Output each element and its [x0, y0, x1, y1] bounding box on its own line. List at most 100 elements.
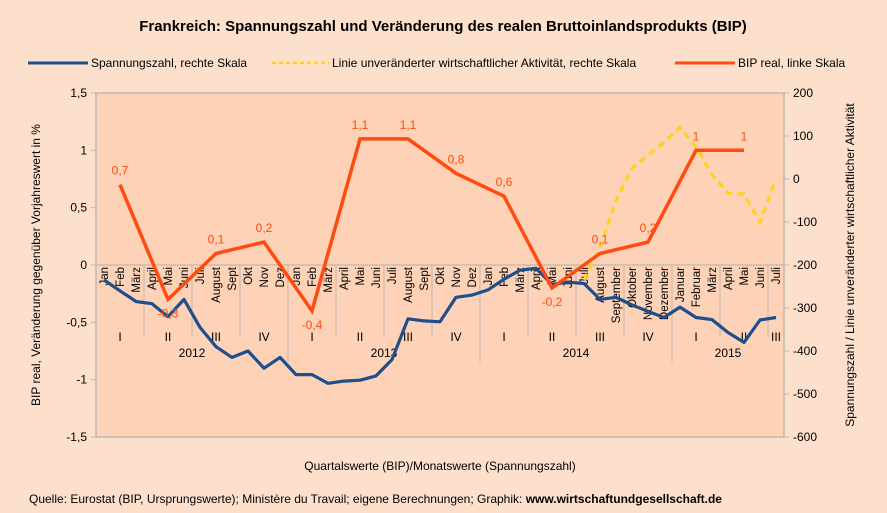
data-label-bip: 0,2: [256, 221, 273, 235]
source-note: Quelle: Eurostat (BIP, Ursprungswerte); …: [29, 492, 722, 506]
y-axis-left-label: BIP real, Veränderung gegenüber Vorjahre…: [29, 124, 43, 406]
quarter-label: II: [357, 330, 364, 344]
y-tick-label-right: 200: [793, 86, 813, 100]
y-tick-label-right: -500: [793, 387, 817, 401]
axes: 1,5 1 0,5 0 -0,5 -1 -1,5 200 100 0 -100 -200 -300 -40…: [66, 86, 817, 444]
month-label: Juli: [771, 267, 783, 284]
quarter-label: II: [741, 330, 748, 344]
month-label: Juni: [179, 267, 191, 288]
y-tick-label-left: -0,5: [66, 315, 87, 329]
legend-label-spannungszahl: Spannungszahl, rechte Skala: [91, 56, 247, 70]
year-label: 2012: [179, 346, 206, 360]
month-label: Nov: [259, 267, 271, 288]
month-label: Oktober: [627, 267, 639, 308]
y-tick-label-right: -200: [793, 258, 817, 272]
y-tick-label-right: -600: [793, 430, 817, 444]
month-label: Nov: [451, 267, 463, 288]
data-label-bip: 1: [693, 129, 700, 143]
source-link[interactable]: www.wirtschaftundgesellschaft.de: [525, 492, 723, 506]
quarter-label: I: [694, 330, 697, 344]
data-label-bip: 1: [741, 129, 748, 143]
data-label-bip: -0,4: [302, 318, 323, 332]
quarter-label: III: [595, 330, 605, 344]
quarter-label: I: [118, 330, 121, 344]
chart-title: Frankreich: Spannungszahl und Veränderun…: [139, 18, 747, 35]
data-label-bip: 0,1: [592, 233, 609, 247]
data-label-bip: 0,6: [496, 175, 513, 189]
month-label: Sept: [227, 266, 239, 290]
series-group: [103, 125, 778, 385]
year-label: 2014: [563, 346, 590, 360]
legend-label-linie: Linie unveränderter wirtschaftlicher Akt…: [332, 56, 636, 70]
y-tick-label-left: -1: [76, 373, 87, 387]
y-tick-label-left: -1,5: [66, 430, 87, 444]
quarter-label: IV: [258, 330, 269, 344]
y-tick-label-left: 0: [80, 258, 87, 272]
month-label: Juli: [387, 267, 399, 284]
quarter-label: I: [502, 330, 505, 344]
month-label: September: [611, 267, 623, 323]
year-label: 2015: [715, 346, 742, 360]
data-label-bip: -0,3: [158, 306, 179, 320]
month-label: November: [643, 267, 655, 320]
month-label: Feb: [115, 267, 127, 287]
quarter-label: IV: [642, 330, 653, 344]
month-label: Okt: [435, 266, 447, 285]
quarter-label: I: [310, 330, 313, 344]
y-tick-label-left: 1: [80, 143, 87, 157]
x-axis-label: Quartalswerte (BIP)/Monatswerte (Spannun…: [304, 459, 575, 473]
y-tick-label-right: 0: [793, 172, 800, 186]
month-label: Sept: [419, 266, 431, 290]
data-label-bip: 0,2: [640, 221, 657, 235]
legend: Spannungszahl, rechte Skala Linie unverä…: [28, 56, 845, 70]
y-tick-label-right: -400: [793, 344, 817, 358]
quarter-label: IV: [450, 330, 461, 344]
data-labels: 0,7 -0,3 0,1 0,2 -0,4 1,1 1,1 0,8 0,6 -0,2 0,1 0,2 1…: [112, 118, 748, 332]
y-tick-label-left: 1,5: [70, 86, 87, 100]
data-label-bip: 0,1: [208, 233, 225, 247]
month-label: März: [131, 267, 143, 293]
month-label: Dez: [467, 267, 479, 288]
month-label: August: [595, 266, 607, 303]
month-label: August: [403, 266, 415, 303]
y-tick-label-left: 0,5: [70, 201, 87, 215]
month-label: August: [211, 266, 223, 303]
series-line-bip: [118, 137, 744, 315]
source-text: Quelle: Eurostat (BIP, Ursprungswerte); …: [29, 492, 526, 506]
month-label: Okt: [243, 266, 255, 285]
month-label: Feb: [307, 267, 319, 287]
data-label-bip: 1,1: [352, 118, 369, 132]
month-label: Juni: [371, 267, 383, 288]
month-label: April: [723, 267, 735, 290]
month-label: Jan: [291, 267, 303, 286]
month-label: Dezember: [659, 267, 671, 320]
y-tick-label-right: -300: [793, 301, 817, 315]
year-label: 2013: [371, 346, 398, 360]
quarter-label: III: [771, 330, 781, 344]
quarter-label: III: [211, 330, 221, 344]
month-label: Mai: [355, 267, 367, 286]
quarter-label: III: [403, 330, 413, 344]
month-label: Jan: [483, 267, 495, 286]
month-label: Februar: [691, 267, 703, 307]
month-label: Mai: [163, 267, 175, 286]
month-label: Januar: [675, 267, 687, 302]
legend-label-bip: BIP real, linke Skala: [738, 56, 845, 70]
data-label-bip: 0,7: [112, 164, 129, 178]
month-label: März: [707, 267, 719, 293]
month-label: April: [339, 267, 351, 290]
y-tick-label-right: 100: [793, 129, 813, 143]
data-label-bip: 1,1: [400, 118, 417, 132]
month-label: Mai: [739, 267, 751, 286]
month-label: Juni: [755, 267, 767, 288]
quarter-label: II: [549, 330, 556, 344]
x-axis-categories: Jan Feb März April Mai Juni Juli August Sept Okt N…: [99, 266, 783, 360]
y-tick-label-right: -100: [793, 215, 817, 229]
data-label-bip: 0,8: [448, 152, 465, 166]
month-label: März: [323, 267, 335, 293]
month-label: März: [515, 267, 527, 293]
quarter-label: II: [165, 330, 172, 344]
y-axis-right-label: Spannungszahl / Linie unveränderter wirt…: [843, 103, 857, 427]
data-label-bip: -0,2: [542, 295, 563, 309]
